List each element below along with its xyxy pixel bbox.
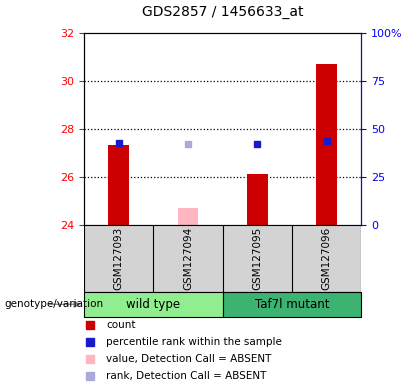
Text: value, Detection Call = ABSENT: value, Detection Call = ABSENT xyxy=(106,354,272,364)
Text: GSM127093: GSM127093 xyxy=(114,227,123,290)
Text: GSM127096: GSM127096 xyxy=(322,227,331,290)
Bar xyxy=(108,146,129,225)
Bar xyxy=(316,64,337,225)
Text: GSM127094: GSM127094 xyxy=(183,227,193,290)
Text: GSM127095: GSM127095 xyxy=(252,227,262,290)
Text: Taf7l mutant: Taf7l mutant xyxy=(255,298,329,311)
Bar xyxy=(223,292,361,317)
Text: rank, Detection Call = ABSENT: rank, Detection Call = ABSENT xyxy=(106,371,267,381)
Text: count: count xyxy=(106,320,136,330)
Text: genotype/variation: genotype/variation xyxy=(4,299,103,310)
Text: GDS2857 / 1456633_at: GDS2857 / 1456633_at xyxy=(142,5,303,19)
Bar xyxy=(178,208,198,225)
Text: wild type: wild type xyxy=(126,298,180,311)
Bar xyxy=(84,292,223,317)
Text: percentile rank within the sample: percentile rank within the sample xyxy=(106,337,282,347)
Bar xyxy=(247,174,268,225)
